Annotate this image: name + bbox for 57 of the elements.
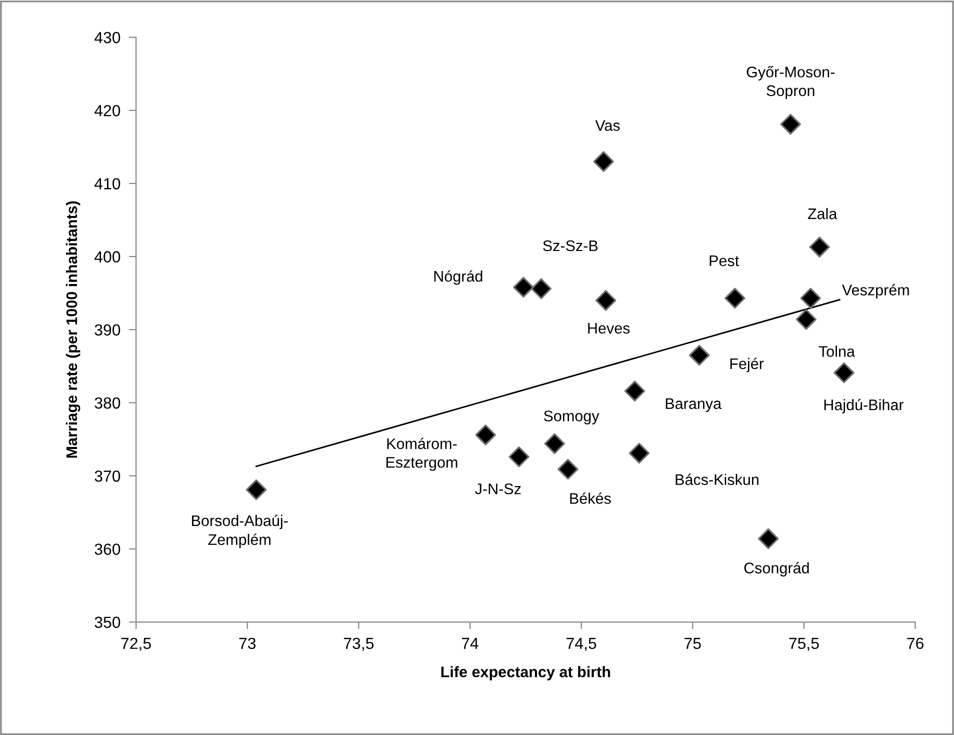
point <box>593 151 614 172</box>
annotation: Bács-Kiskun <box>676 474 758 486</box>
point <box>780 114 801 135</box>
y-tick-label: 360 <box>94 544 120 555</box>
x-axis-title: Life expectancy at birth <box>441 666 610 680</box>
y-tick-label: 350 <box>94 616 120 628</box>
annotation: Veszprém <box>842 284 909 298</box>
point <box>508 446 530 468</box>
point <box>724 288 746 309</box>
annotation: Zala <box>808 208 838 220</box>
annotation: Somogy <box>544 410 600 424</box>
annotation: Győr-Moson- Sopron <box>746 66 834 100</box>
point <box>475 424 496 446</box>
y-axis-title: Marriage rate (per 1000 inhabitants) <box>66 201 80 458</box>
annotation: Vas <box>595 120 620 131</box>
x-tick-label: 76 <box>907 638 924 650</box>
point <box>530 278 552 300</box>
point <box>513 276 534 298</box>
annotation: Nógrád <box>434 270 482 285</box>
annotation: Csongrád <box>744 562 809 576</box>
x-tick-label: 73,5 <box>344 638 374 651</box>
y-tick-label: 370 <box>94 470 120 482</box>
point <box>558 458 578 480</box>
annotation: Heves <box>588 323 630 334</box>
point <box>595 290 616 311</box>
y-tick-label: 390 <box>94 324 120 336</box>
x-tick-label: 74,5 <box>566 638 596 651</box>
annotation: Komárom- Esztergom <box>386 438 458 471</box>
annotation: Borsod-Abaúj- Zemplém <box>192 514 288 548</box>
annotation: Baranya <box>666 398 722 412</box>
x-tick-label: 73 <box>239 638 256 650</box>
point <box>624 380 646 402</box>
annotation: Fejér <box>730 358 764 372</box>
point <box>628 442 650 464</box>
point <box>544 433 566 454</box>
point <box>688 344 710 366</box>
y-tick-label: 400 <box>94 251 120 262</box>
y-tick-label: 420 <box>94 104 120 116</box>
point <box>800 288 822 309</box>
x-tick-label: 72,5 <box>121 638 151 651</box>
x-tick-label: 75,5 <box>789 638 819 651</box>
point <box>834 362 854 384</box>
point <box>796 309 817 330</box>
annotation: Sz-Sz-B <box>543 240 598 252</box>
y-tick-label: 410 <box>94 178 120 190</box>
annotation: Pest <box>710 256 739 266</box>
annotation: J-N-Sz <box>475 483 521 494</box>
annotation: Hajdú-Bihar <box>824 398 904 414</box>
y-tick-label: 430 <box>94 32 120 44</box>
point <box>246 479 267 500</box>
point <box>758 528 779 550</box>
annotation: Tolna <box>818 346 855 357</box>
annotation: Békés <box>570 492 611 504</box>
y-tick-label: 380 <box>94 397 120 409</box>
point <box>809 236 830 258</box>
x-tick-label: 74 <box>462 638 478 649</box>
x-tick-label: 75 <box>684 638 701 650</box>
